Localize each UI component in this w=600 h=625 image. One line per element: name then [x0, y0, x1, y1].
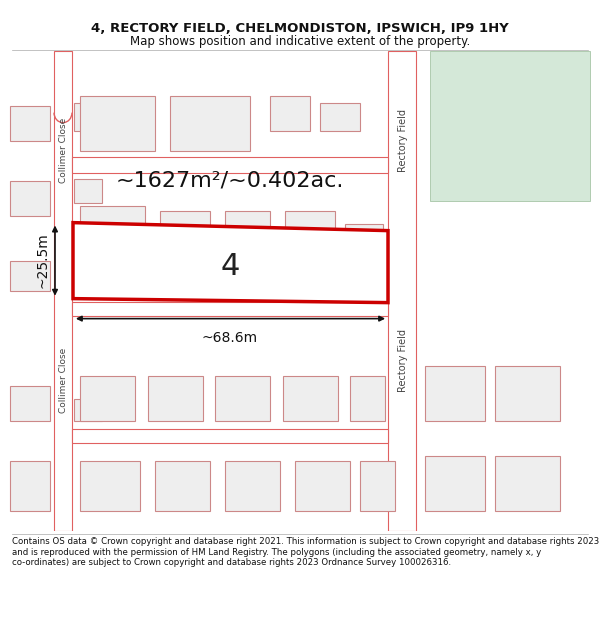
Bar: [155, 461, 210, 511]
Bar: [148, 376, 203, 421]
Text: 4, RECTORY FIELD, CHELMONDISTON, IPSWICH, IP9 1HY: 4, RECTORY FIELD, CHELMONDISTON, IPSWICH…: [91, 22, 509, 35]
Text: ~25.5m: ~25.5m: [35, 232, 49, 289]
Bar: [72, 302, 388, 316]
Text: Contains OS data © Crown copyright and database right 2021. This information is : Contains OS data © Crown copyright and d…: [12, 538, 599, 568]
Bar: [80, 461, 140, 511]
Text: Rectory Field: Rectory Field: [398, 109, 408, 172]
Bar: [74, 259, 102, 281]
Bar: [225, 461, 280, 511]
Bar: [388, 51, 416, 531]
Bar: [320, 102, 360, 131]
Text: Rectory Field: Rectory Field: [398, 329, 408, 392]
Bar: [80, 206, 145, 261]
Text: Map shows position and indicative extent of the property.: Map shows position and indicative extent…: [130, 35, 470, 48]
Text: Collimer Close: Collimer Close: [59, 348, 67, 413]
Bar: [425, 456, 485, 511]
Bar: [72, 157, 388, 172]
Polygon shape: [73, 222, 388, 302]
Bar: [495, 456, 560, 511]
Bar: [495, 366, 560, 421]
Bar: [10, 181, 50, 216]
Bar: [270, 96, 310, 131]
Polygon shape: [430, 51, 590, 201]
Bar: [295, 461, 350, 511]
Bar: [160, 211, 210, 256]
Bar: [74, 399, 102, 421]
Bar: [10, 461, 50, 511]
Bar: [10, 106, 50, 141]
Bar: [215, 376, 270, 421]
Bar: [283, 376, 338, 421]
Bar: [170, 96, 250, 151]
Text: Collimer Close: Collimer Close: [59, 118, 67, 183]
Bar: [72, 429, 388, 442]
Text: ~68.6m: ~68.6m: [202, 331, 258, 344]
Bar: [285, 211, 335, 271]
Bar: [74, 102, 104, 131]
Bar: [54, 51, 72, 531]
Bar: [10, 386, 50, 421]
Bar: [345, 224, 383, 276]
Bar: [74, 179, 102, 202]
Bar: [80, 96, 155, 151]
Text: ~1627m²/~0.402ac.: ~1627m²/~0.402ac.: [116, 171, 344, 191]
Bar: [10, 261, 50, 291]
Bar: [360, 461, 395, 511]
Text: 4: 4: [220, 252, 239, 281]
Bar: [80, 376, 135, 421]
Bar: [225, 211, 270, 261]
Bar: [425, 366, 485, 421]
Bar: [350, 376, 385, 421]
